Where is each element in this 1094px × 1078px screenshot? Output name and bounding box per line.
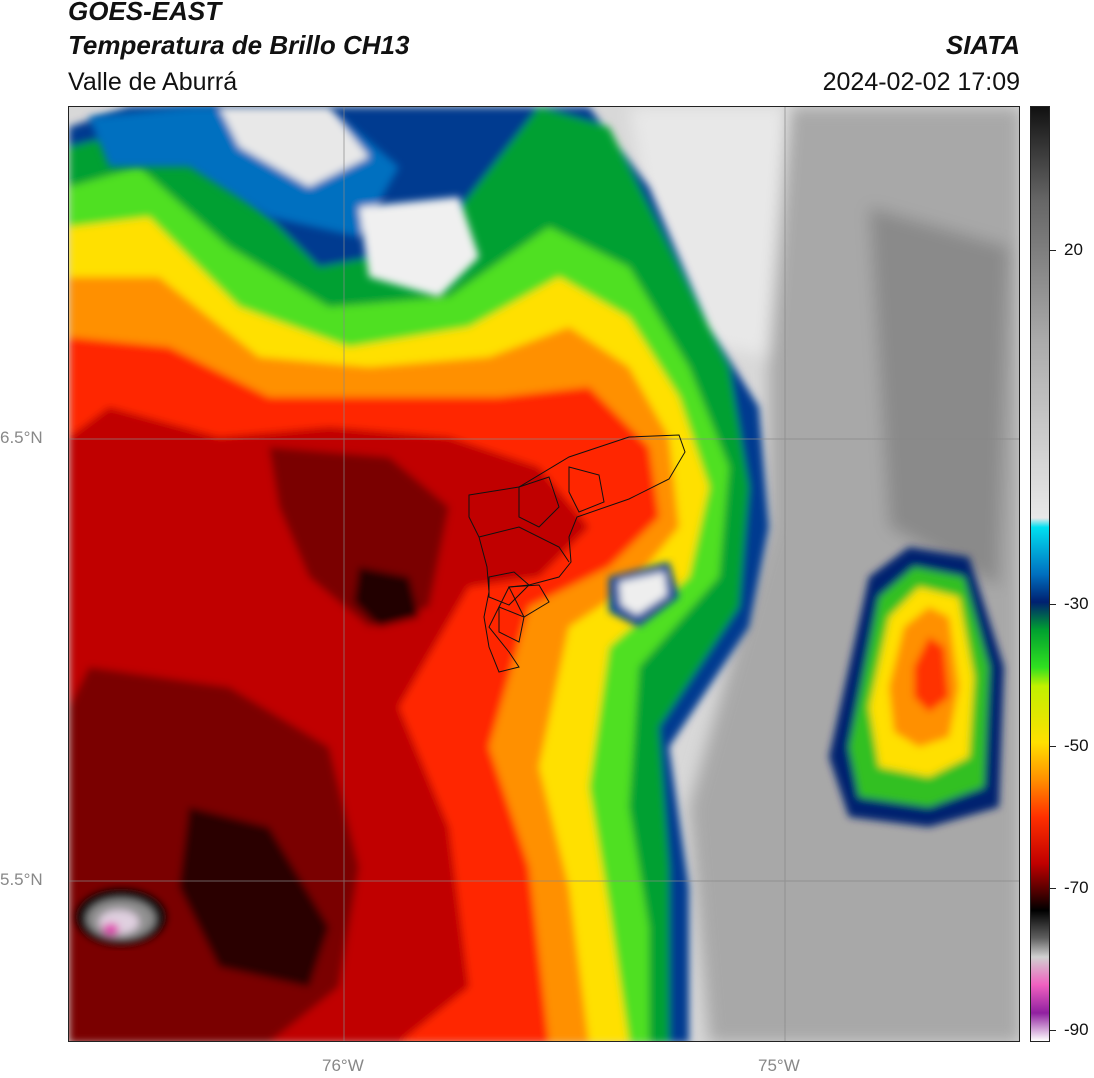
lat-label-5-5n: 5.5°N [0,870,43,889]
graticule [69,107,1019,1041]
colorbar-tick [1050,1030,1056,1031]
region-subtitle: Valle de Aburrá [68,68,238,96]
colorbar-tick [1050,604,1056,605]
map-canvas [69,107,1019,1041]
convective-cell-east [829,547,1004,827]
colorbar-label-neg50: -50 [1064,736,1089,755]
overshooting-top [76,889,166,945]
colorbar-tick [1050,888,1056,889]
convective-cloud-system [69,107,769,1041]
colorbar-tick [1050,746,1056,747]
datetime-label: 2024-02-02 17:09 [822,68,1020,96]
agency-label: SIATA [945,30,1020,60]
municipal-boundaries [468,434,686,673]
colorbar-label-neg90: -90 [1064,1020,1089,1039]
temperature-colorbar [1030,106,1050,1042]
satellite-title: GOES-EAST [68,0,222,26]
colorbar-label-neg70: -70 [1064,878,1089,897]
lon-label-76w: 76°W [322,1056,364,1075]
lon-label-75w: 75°W [758,1056,800,1075]
lat-label-6-5n: 6.5°N [0,428,43,447]
colorbar-label-neg30: -30 [1064,594,1089,613]
colorbar-tick [1050,250,1056,251]
colorbar-label-20: 20 [1064,240,1083,259]
product-title: Temperatura de Brillo CH13 [68,30,410,60]
brightness-temperature-map [68,106,1020,1042]
